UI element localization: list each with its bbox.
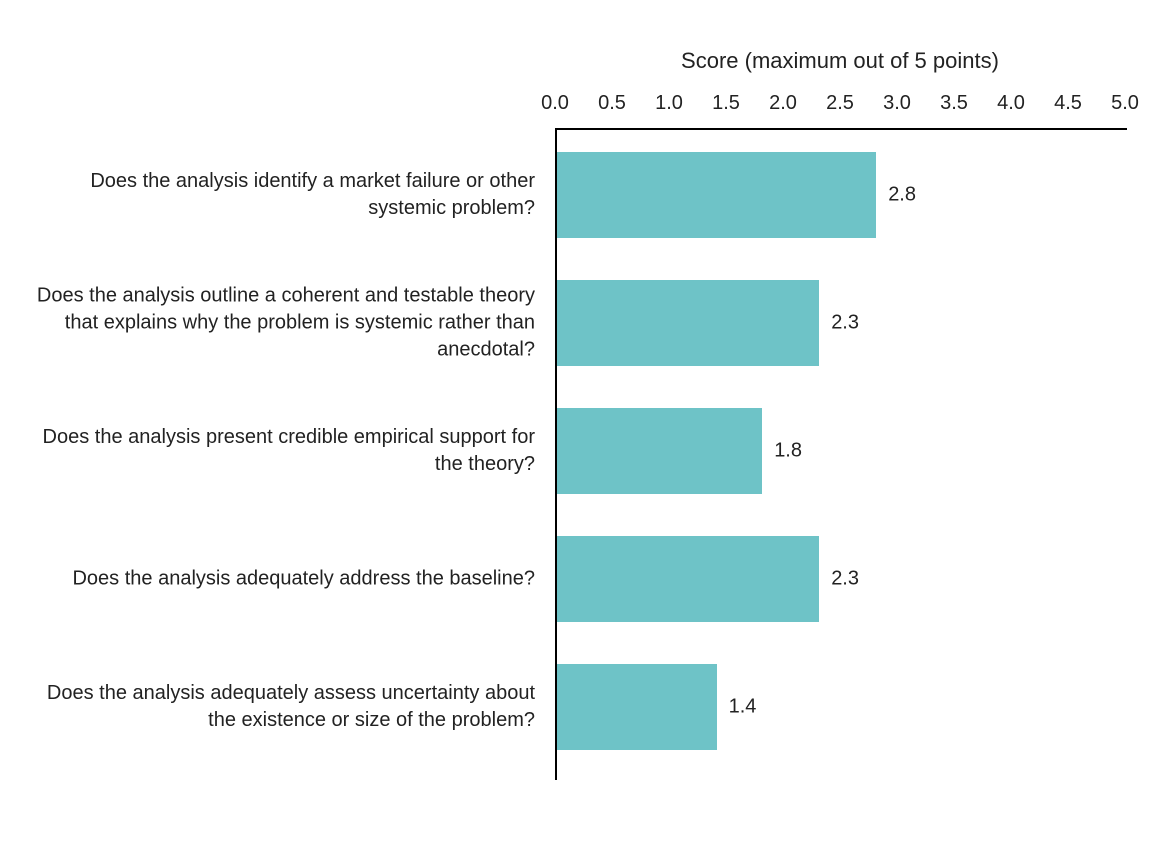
value-label: 1.8 [774,440,802,463]
x-tick-label: 1.5 [701,92,751,115]
x-tick-label: 0.5 [587,92,637,115]
value-label: 1.4 [729,696,757,719]
value-label: 2.3 [831,568,859,591]
x-tick-label: 4.5 [1043,92,1093,115]
bar [557,408,762,494]
chart-title: Score (maximum out of 5 points) [555,48,1125,74]
category-label: Does the analysis identify a market fail… [30,168,535,222]
category-label: Does the analysis present credible empir… [30,424,535,478]
x-tick-label: 1.0 [644,92,694,115]
x-tick-label: 3.5 [929,92,979,115]
value-label: 2.8 [888,184,916,207]
bar [557,536,819,622]
x-tick-label: 4.0 [986,92,1036,115]
x-tick-label: 0.0 [530,92,580,115]
x-tick-label: 3.0 [872,92,922,115]
bar [557,152,876,238]
x-tick-label: 2.0 [758,92,808,115]
x-tick-label: 5.0 [1100,92,1150,115]
category-label: Does the analysis adequately address the… [30,566,535,593]
category-label: Does the analysis outline a coherent and… [30,283,535,364]
chart-container: Score (maximum out of 5 points) 0.0 0.5 1.… [0,0,1170,848]
bar [557,664,717,750]
value-label: 2.3 [831,312,859,335]
x-tick-label: 2.5 [815,92,865,115]
bar [557,280,819,366]
category-label: Does the analysis adequately assess unce… [30,680,535,734]
